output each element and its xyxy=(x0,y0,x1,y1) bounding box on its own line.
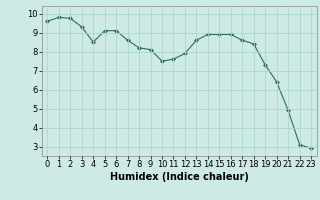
X-axis label: Humidex (Indice chaleur): Humidex (Indice chaleur) xyxy=(110,172,249,182)
